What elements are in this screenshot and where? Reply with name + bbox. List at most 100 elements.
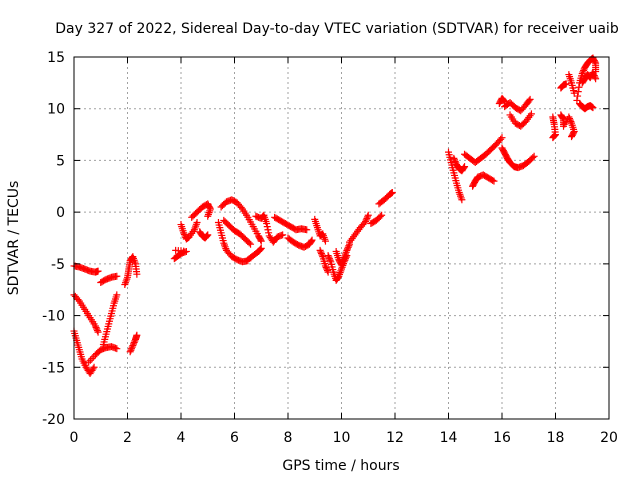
data-point (344, 245, 352, 253)
y-tick-label: -20 (42, 412, 65, 428)
data-point (113, 345, 121, 353)
series-s10 (177, 218, 201, 243)
data-point (92, 323, 100, 331)
data-point (257, 237, 265, 245)
data-point (549, 134, 557, 142)
data-point (180, 230, 188, 238)
data-point (321, 237, 329, 245)
data-point (363, 214, 371, 222)
data-point (324, 252, 332, 260)
series-s06 (97, 272, 121, 286)
data-point (318, 251, 326, 259)
data-point (128, 345, 136, 353)
series-s23 (332, 240, 354, 269)
data-point (237, 203, 245, 211)
y-tick-label: 15 (47, 50, 65, 66)
x-tick-label: 20 (600, 430, 618, 446)
series-s02 (70, 291, 102, 336)
data-point (279, 231, 287, 239)
data-point (325, 255, 333, 263)
series-s38 (565, 71, 578, 97)
data-point (388, 188, 396, 196)
series-s29 (461, 134, 506, 166)
x-tick-label: 12 (386, 430, 404, 446)
data-point (325, 253, 333, 261)
y-axis-label: SDTVAR / TECUs (6, 181, 22, 296)
data-point (364, 213, 372, 221)
data-point (323, 267, 331, 275)
data-point (317, 248, 325, 256)
data-point (316, 246, 324, 254)
data-point (204, 231, 212, 239)
data-point (498, 134, 506, 142)
data-point (499, 96, 507, 104)
data-point (362, 216, 370, 224)
series-s25 (367, 211, 386, 228)
series-s31 (495, 94, 509, 108)
series-s14 (217, 196, 265, 245)
series-s20 (311, 215, 329, 245)
data-point (133, 331, 141, 339)
data-point (562, 80, 570, 88)
data-point (74, 296, 82, 304)
data-point (126, 348, 134, 356)
data-point (127, 346, 135, 354)
data-point (256, 246, 264, 254)
data-point (497, 135, 505, 143)
data-point (321, 262, 329, 270)
data-point (172, 246, 180, 254)
x-tick-label: 10 (333, 430, 351, 446)
data-point (376, 213, 384, 221)
x-tick-label: 16 (493, 430, 511, 446)
series-s17 (252, 211, 287, 246)
x-tick-label: 0 (70, 430, 79, 446)
data-point (180, 229, 188, 237)
data-point (257, 236, 265, 244)
x-tick-label: 14 (440, 430, 458, 446)
data-point (130, 338, 138, 346)
data-point (264, 226, 272, 234)
series-s07 (121, 253, 141, 289)
series-s05 (99, 291, 121, 349)
data-point (490, 177, 498, 185)
data-point (307, 237, 315, 245)
data-point (308, 236, 316, 244)
data-point (378, 211, 386, 219)
series-s36 (557, 111, 578, 141)
data-point (93, 325, 101, 333)
data-point (575, 83, 583, 91)
y-tick-label: -5 (51, 257, 65, 273)
data-point (550, 132, 558, 140)
series-s26 (375, 188, 396, 208)
x-tick-label: 8 (284, 430, 293, 446)
data-point (257, 245, 265, 253)
data-points (70, 54, 600, 377)
data-point (579, 68, 587, 76)
data-point (565, 113, 573, 121)
data-point (529, 154, 537, 162)
data-point (245, 239, 253, 247)
x-tick-label: 18 (547, 430, 565, 446)
data-point (364, 211, 372, 219)
data-point (113, 291, 121, 299)
series-s28 (450, 154, 469, 175)
data-point (343, 246, 351, 254)
series-s40 (576, 100, 597, 113)
data-point (590, 72, 598, 80)
x-tick-label: 4 (177, 430, 186, 446)
data-point (345, 242, 353, 250)
series-s34 (506, 110, 535, 130)
series-s19 (284, 234, 316, 251)
data-point (247, 240, 255, 248)
data-point (568, 133, 576, 141)
data-point (322, 263, 330, 271)
data-point (592, 75, 600, 83)
y-tick-label: -15 (42, 360, 65, 376)
series-s35 (549, 113, 559, 142)
series-s33 (501, 95, 534, 115)
data-point (257, 244, 265, 252)
axis-ticks (73, 56, 610, 420)
data-point (202, 232, 210, 240)
x-tick-label: 6 (230, 430, 239, 446)
data-point (94, 328, 102, 336)
